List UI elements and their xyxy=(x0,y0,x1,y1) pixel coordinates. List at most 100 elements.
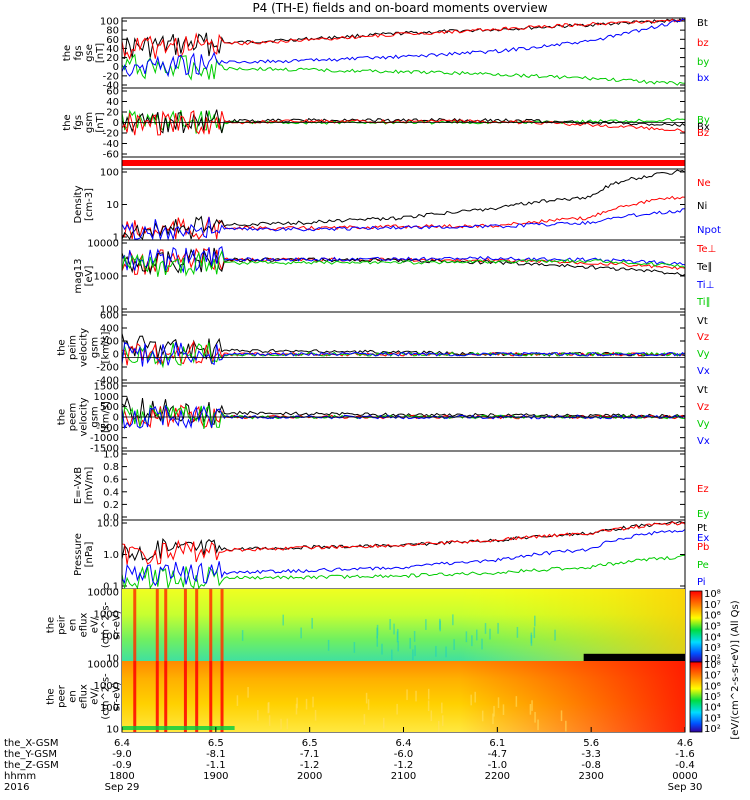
ytick-label: 600 xyxy=(100,311,119,322)
ytick-label: -20 xyxy=(103,71,119,82)
ylabel-line: sr-eV) xyxy=(112,610,123,639)
spectrogram-streak xyxy=(529,704,532,715)
colorbar-label: [eV/(cm^2-s-sr-eV)] (All Qs) xyxy=(730,600,741,739)
ylabel-line: peer xyxy=(57,684,68,708)
ephemeris-value: 6.5 xyxy=(208,738,224,749)
spectrogram-late-band xyxy=(459,589,685,661)
spectrogram-stripe xyxy=(195,589,199,661)
ephemeris-value: -1.2 xyxy=(300,760,320,771)
ytick-label: 10000 xyxy=(87,588,119,599)
ytick-label: 0 xyxy=(113,413,119,424)
ylabel-line: sr-eV) xyxy=(112,682,123,711)
ephemeris-value: 6.1 xyxy=(489,738,505,749)
ylabel-line: [mV/m] xyxy=(84,467,95,505)
spectrogram-streak xyxy=(268,715,271,726)
ylabel-line: eflux xyxy=(79,684,90,709)
spectrogram-streak xyxy=(412,649,414,661)
series-line-Pt xyxy=(121,520,686,562)
spectrogram-streak xyxy=(363,714,366,725)
ytick-label: 1000 xyxy=(94,272,119,283)
ytick-label: 0 xyxy=(113,62,119,73)
ylabel-line: eV/ xyxy=(90,616,101,633)
series-line-Vx xyxy=(121,405,686,430)
colorbar-tick: 10⁴ xyxy=(704,632,721,643)
panel-efield: E=-VxB [mV/m] 1.00.8 0.60.4 0.2 0.0 Ez Ey Ex xyxy=(73,450,709,545)
spectrogram-streak xyxy=(531,700,533,711)
spectrogram-stripe xyxy=(155,589,159,661)
legend-bz: bz xyxy=(697,38,709,49)
ylabel-line: velocity xyxy=(79,397,90,436)
panel-ylabel: Pressure [nPa] xyxy=(73,533,95,576)
ytick-label: 1 xyxy=(113,233,119,244)
ephemeris-value: 5.6 xyxy=(583,738,599,749)
spectrogram-streak xyxy=(427,700,430,712)
ytick-label: 0 xyxy=(113,118,119,129)
panel-ylabel: Density [cm-3] xyxy=(73,185,95,223)
spectrogram-streak xyxy=(391,649,393,661)
spectrogram-stripe xyxy=(164,589,168,661)
legend-Ti∥: Ti∥ xyxy=(696,297,711,308)
spectrogram-streak xyxy=(439,620,441,632)
spectrogram-streak xyxy=(484,623,487,634)
spectrogram-streak xyxy=(280,718,282,730)
panel-frame xyxy=(121,450,686,521)
ytick-label: 0.0 xyxy=(103,513,119,524)
ephemeris-value: 6.5 xyxy=(302,738,318,749)
legend-Pt: Pt xyxy=(697,523,707,534)
ylabel-line: eflux xyxy=(79,613,90,638)
spectrogram-stripe xyxy=(220,589,224,661)
ytick-label: -60 xyxy=(103,150,119,161)
spectrogram-streak xyxy=(236,695,239,706)
series-line-bx xyxy=(121,18,686,78)
legend-By: By xyxy=(697,115,710,126)
panel-ylabel: the peir en eflux eV/(cm^2-s-sr-eV) xyxy=(46,601,123,648)
ephemeris-value: -0.8 xyxy=(581,760,601,771)
spectrogram-streak xyxy=(409,637,411,649)
spectrogram-streak xyxy=(537,719,539,731)
ylabel-line: gsm xyxy=(90,406,101,427)
ytick-label: 20 xyxy=(106,108,119,119)
ytick-label: -1000 xyxy=(90,433,119,444)
ylabel-line: [km/s] xyxy=(101,401,112,433)
spectrogram-stripe xyxy=(164,661,168,732)
spectrogram-streak xyxy=(413,631,416,642)
ylabel-line: [cm-3] xyxy=(84,188,95,221)
spectrogram-nodata xyxy=(583,653,685,661)
ephemeris-value: 2200 xyxy=(485,771,510,782)
ylabel-line: the xyxy=(46,617,57,633)
spectrogram-streak xyxy=(414,645,416,657)
ytick-label: -20 xyxy=(103,129,119,140)
ephemeris-row-label: 2016 xyxy=(4,782,29,793)
ylabel-line: (cm^2-s- xyxy=(101,673,112,720)
colorbar-tick: 10³ xyxy=(704,643,721,654)
ytick-label: 40 xyxy=(106,97,119,108)
ylabel-line: the xyxy=(46,688,57,704)
ephemeris-value: 6.4 xyxy=(396,738,412,749)
spectrogram-streak xyxy=(476,629,478,641)
ytick-label: 80 xyxy=(106,26,119,37)
spectrogram-low-energy-band xyxy=(122,726,235,730)
ylabel-line: [km/s] xyxy=(101,331,112,363)
spectrogram-streak xyxy=(295,703,298,715)
ylabel-line: en xyxy=(68,619,79,632)
ephemeris-row-label: the_Z-GSM xyxy=(4,760,59,771)
legend-Vz: Vz xyxy=(697,402,709,413)
ephemeris-value: -7.1 xyxy=(300,749,320,760)
ytick-label: -40 xyxy=(103,139,119,150)
series-line-Ne xyxy=(121,195,686,240)
ephemeris-value: -9.0 xyxy=(112,749,132,760)
ytick-label: 10 xyxy=(106,200,119,211)
legend-Vz: Vz xyxy=(697,332,709,343)
ylabel-line: velocity xyxy=(79,328,90,367)
mode-bar xyxy=(122,160,685,166)
ytick-label: -500 xyxy=(96,423,119,434)
spectrogram-streak xyxy=(257,709,259,721)
panel-peem-velocity: the peem velocity gsm [km/s] 150010005000-500… xyxy=(57,382,710,455)
ylabel-line: Density xyxy=(73,185,84,223)
ytick-label: 10 xyxy=(106,725,119,736)
panel-mode-bar xyxy=(121,156,686,170)
legend-Pb: Pb xyxy=(697,542,709,553)
series-line-Ti∥ xyxy=(121,249,686,277)
